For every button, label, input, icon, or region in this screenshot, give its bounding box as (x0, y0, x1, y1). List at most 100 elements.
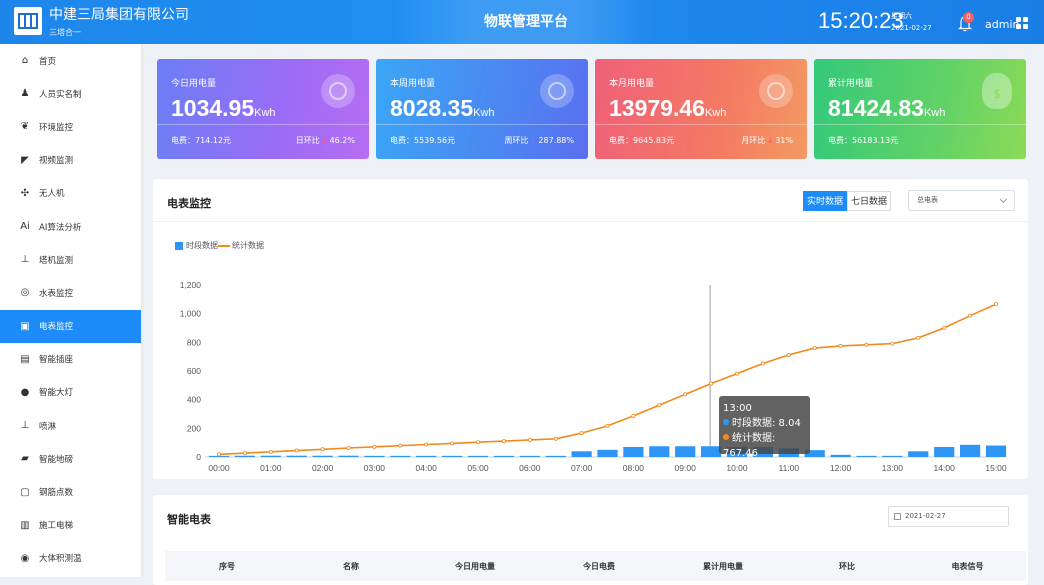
smart-meter-panel: 智能电表 2021-02-27 序号 名称 今日用电量 今日电费 累计用电量 环比 电表信号 (153, 495, 1028, 585)
sidebar-item[interactable]: ♟ 人员实名制 (0, 77, 141, 110)
card-value-number: 1034.95 (171, 95, 255, 121)
chart-legend: 时段数据 统计数据 (175, 240, 264, 251)
chart-bar (571, 451, 592, 457)
home-icon: ⌂ (21, 55, 29, 67)
chart-bar (623, 446, 644, 457)
legend-bar-label[interactable]: 时段数据 (186, 241, 218, 250)
tooltip-line-value: 统计数据: 767.46 (723, 433, 776, 459)
sidebar-item-label: 智能插座 (39, 355, 74, 366)
meter-gauge-icon (321, 74, 355, 108)
date-picker-value: 2021-02-27 (905, 512, 946, 520)
down-arrow-icon: ↓ (321, 137, 328, 145)
sidebar-item[interactable]: ◉ 大体积测温 (0, 542, 141, 575)
chart-bar (260, 455, 281, 457)
y-tick-label: 1,200 (180, 280, 202, 290)
table-header-cell: 名称 (343, 561, 359, 571)
chart-point (657, 403, 662, 408)
ai-icon: Ai (20, 221, 30, 233)
sidebar-item-label: 视频监测 (39, 156, 74, 167)
chart-bar (390, 455, 411, 457)
card-ratio-value: 31% (775, 136, 793, 145)
sidebar-item[interactable]: ▣ 电表监控 (0, 309, 141, 343)
card-fee: 电费：714.12元 (171, 136, 231, 145)
x-tick-label: 15:00 (985, 463, 1007, 473)
chart-bar (467, 455, 489, 457)
card-ratio-value: 287.88% (538, 136, 574, 145)
clock-time: 15:20:23 (818, 8, 904, 33)
person-icon: ♟ (20, 88, 30, 100)
chart-point (346, 445, 351, 450)
sidebar-item[interactable]: ❦ 环境监控 (0, 110, 141, 143)
y-tick-label: 600 (187, 366, 201, 376)
sidebar-item[interactable]: ◤ 视频监测 (0, 144, 141, 177)
chart-bar (675, 446, 696, 457)
sidebar-item[interactable]: ▰ 智能地磅 (0, 442, 141, 475)
tab-realtime[interactable]: 实时数据 (803, 191, 848, 211)
card-divider (595, 124, 807, 125)
sidebar-item[interactable]: ⌂ 首页 (0, 44, 141, 77)
panel-divider (153, 221, 1028, 222)
sidebar-item-label: 智能地磅 (39, 454, 74, 465)
chart-bar (804, 450, 825, 457)
card-divider (814, 124, 1026, 125)
sidebar-item[interactable]: Ai AI算法分析 (0, 210, 141, 243)
sidebar-item-label: 电表监控 (39, 322, 74, 333)
x-tick-label: 04:00 (416, 463, 438, 473)
chart-point (735, 371, 740, 376)
x-tick-label: 10:00 (726, 463, 748, 473)
legend-line-label[interactable]: 统计数据 (232, 241, 264, 250)
sidebar-item[interactable]: ▤ 智能插座 (0, 343, 141, 376)
chart-line (218, 303, 997, 456)
chart-bar (312, 455, 333, 457)
card-title: 累计用电量 (828, 79, 874, 89)
chart-bar (908, 451, 929, 457)
stat-card: 本月用电量 13979.46Kwh 电费：9645.83元 月环比 ↓ 31% (595, 59, 807, 159)
meter-select[interactable]: 总电表 (908, 190, 1015, 211)
sidebar-item[interactable]: ● 智能大灯 (0, 376, 141, 409)
chart-tooltip: 13:00 时段数据: 8.04 统计数据: 767.46 (719, 396, 810, 459)
company-name: 中建三局集团有限公司 (49, 7, 189, 23)
sidebar-item[interactable]: ⊥ 塔机监测 (0, 243, 141, 276)
user-name[interactable]: admin (985, 18, 1020, 31)
chart-bar (545, 455, 566, 457)
sidebar-item-label: 人员实名制 (39, 89, 82, 100)
table-header-cell: 累计用电量 (703, 561, 743, 571)
sidebar-item[interactable]: ▢ 钢筋点数 (0, 475, 141, 508)
card-ratio: 日环比 ↓ 46.2% (296, 135, 355, 146)
rebar-icon: ▢ (20, 486, 30, 498)
x-tick-label: 07:00 (571, 463, 593, 473)
card-fee: 电费：5539.56元 (390, 136, 456, 145)
x-tick-label: 02:00 (312, 463, 334, 473)
tooltip-time: 13:00 (723, 403, 752, 414)
chart-point (475, 440, 480, 445)
chart-point (605, 423, 610, 428)
x-tick-label: 12:00 (830, 463, 852, 473)
chart-point (631, 413, 636, 418)
app-grid-icon[interactable] (1016, 17, 1028, 29)
chart-bar (364, 455, 385, 457)
sidebar-item[interactable]: ▥ 施工电梯 (0, 509, 141, 542)
sidebar-item[interactable]: ⊥ 喷淋 (0, 409, 141, 442)
chart-point (553, 436, 558, 441)
x-tick-label: 14:00 (934, 463, 956, 473)
meter-chart: 0 200 400 600 800 1,000 1,200 00:00 01:00 02:00 03… (180, 280, 1007, 473)
chart-point (268, 449, 273, 454)
money-bag-icon: $ (982, 73, 1012, 109)
panel-title: 智能电表 (167, 513, 211, 526)
meter-monitor-panel: 0 200 400 600 800 1,000 1,200 00:00 01:00 02:00 03… (153, 179, 1028, 479)
tab-seven-day[interactable]: 七日数据 (847, 191, 892, 211)
chart-bar (882, 455, 903, 457)
date-picker[interactable]: 2021-02-27 (888, 506, 1009, 527)
sidebar-item[interactable]: ✣ 无人机 (0, 177, 141, 210)
y-tick-label: 1,000 (180, 309, 202, 319)
chart-bar (416, 455, 437, 457)
sidebar: ⌂ 首页 ♟ 人员实名制 ❦ 环境监控 ◤ 视频监测 ✣ 无人机 Ai AI算法分析 ⊥ 塔机监测 ◎ 水表监… (0, 44, 141, 577)
sidebar-item-label: 喷淋 (39, 421, 57, 432)
sidebar-item[interactable]: ◎ 水表监控 (0, 276, 141, 309)
card-value: 81424.83Kwh (828, 95, 945, 122)
chart-bar (959, 444, 981, 457)
chart-bar (649, 446, 670, 457)
y-tick-label: 800 (187, 337, 201, 347)
x-tick-label: 05:00 (467, 463, 489, 473)
tooltip-bar-row: 时段数据: 8.04 (723, 416, 806, 431)
